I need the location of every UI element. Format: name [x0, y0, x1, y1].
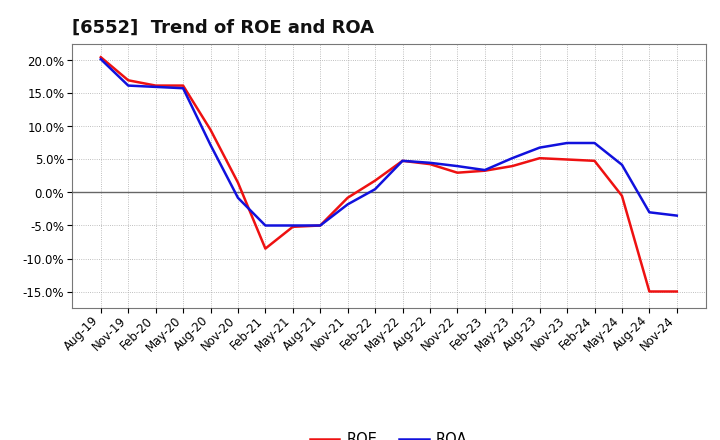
ROE — [563, 157, 572, 162]
ROA — [453, 163, 462, 169]
ROA — [536, 145, 544, 150]
ROA — [289, 223, 297, 228]
ROA — [343, 202, 352, 207]
ROE — [289, 224, 297, 230]
ROE — [151, 83, 160, 88]
ROA — [261, 223, 270, 228]
ROA — [96, 56, 105, 62]
ROA — [645, 210, 654, 215]
ROA — [618, 162, 626, 167]
ROA — [480, 167, 489, 172]
ROE — [453, 170, 462, 175]
Text: [6552]  Trend of ROE and ROA: [6552] Trend of ROE and ROA — [72, 19, 374, 37]
ROA — [124, 83, 132, 88]
ROE — [233, 180, 242, 185]
ROA — [563, 140, 572, 146]
Legend: ROE, ROA: ROE, ROA — [305, 426, 473, 440]
ROA — [233, 195, 242, 201]
ROE — [618, 193, 626, 198]
ROE — [124, 77, 132, 83]
ROE — [536, 155, 544, 161]
ROE — [645, 289, 654, 294]
ROA — [316, 223, 325, 228]
ROE — [261, 246, 270, 251]
ROE — [371, 178, 379, 183]
ROE — [206, 127, 215, 132]
ROE — [343, 195, 352, 201]
Line: ROE: ROE — [101, 57, 677, 292]
ROE — [508, 163, 516, 169]
ROE — [179, 83, 187, 88]
ROA — [206, 142, 215, 147]
ROA — [508, 155, 516, 161]
ROE — [590, 158, 599, 163]
ROA — [179, 85, 187, 91]
ROE — [426, 161, 434, 167]
ROE — [480, 168, 489, 173]
ROA — [590, 140, 599, 146]
ROA — [426, 160, 434, 165]
Line: ROA: ROA — [101, 59, 677, 225]
ROE — [398, 158, 407, 163]
ROA — [398, 158, 407, 163]
ROE — [316, 223, 325, 228]
ROE — [96, 55, 105, 60]
ROE — [672, 289, 681, 294]
ROA — [672, 213, 681, 218]
ROA — [371, 187, 379, 192]
ROA — [151, 84, 160, 90]
